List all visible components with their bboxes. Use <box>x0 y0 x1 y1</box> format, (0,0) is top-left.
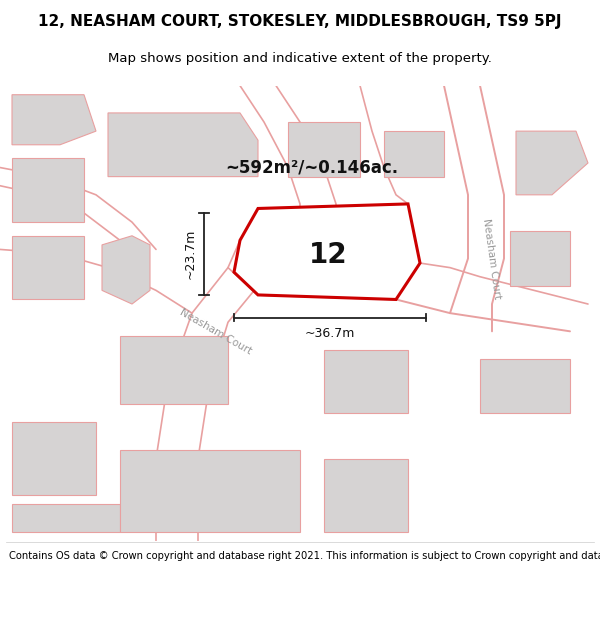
Polygon shape <box>12 422 96 495</box>
Text: ~23.7m: ~23.7m <box>184 229 197 279</box>
Polygon shape <box>12 158 84 222</box>
Polygon shape <box>324 349 408 413</box>
Polygon shape <box>516 131 588 195</box>
Polygon shape <box>12 95 96 145</box>
Polygon shape <box>384 131 444 177</box>
Text: Contains OS data © Crown copyright and database right 2021. This information is : Contains OS data © Crown copyright and d… <box>9 551 600 561</box>
Polygon shape <box>324 459 408 531</box>
Polygon shape <box>108 113 258 177</box>
Text: ~36.7m: ~36.7m <box>305 327 355 340</box>
Polygon shape <box>12 504 120 531</box>
Text: Neasham Court: Neasham Court <box>178 307 254 356</box>
Polygon shape <box>234 204 420 299</box>
Text: ~592m²/~0.146ac.: ~592m²/~0.146ac. <box>226 159 398 176</box>
Polygon shape <box>120 449 300 531</box>
Text: Map shows position and indicative extent of the property.: Map shows position and indicative extent… <box>108 52 492 65</box>
Text: 12: 12 <box>309 241 347 269</box>
Polygon shape <box>288 122 360 177</box>
Polygon shape <box>480 359 570 413</box>
Text: 12, NEASHAM COURT, STOKESLEY, MIDDLESBROUGH, TS9 5PJ: 12, NEASHAM COURT, STOKESLEY, MIDDLESBRO… <box>38 14 562 29</box>
Polygon shape <box>120 336 228 404</box>
Polygon shape <box>102 236 150 304</box>
Text: Neasham Court: Neasham Court <box>481 217 503 299</box>
Polygon shape <box>12 236 84 299</box>
Polygon shape <box>510 231 570 286</box>
